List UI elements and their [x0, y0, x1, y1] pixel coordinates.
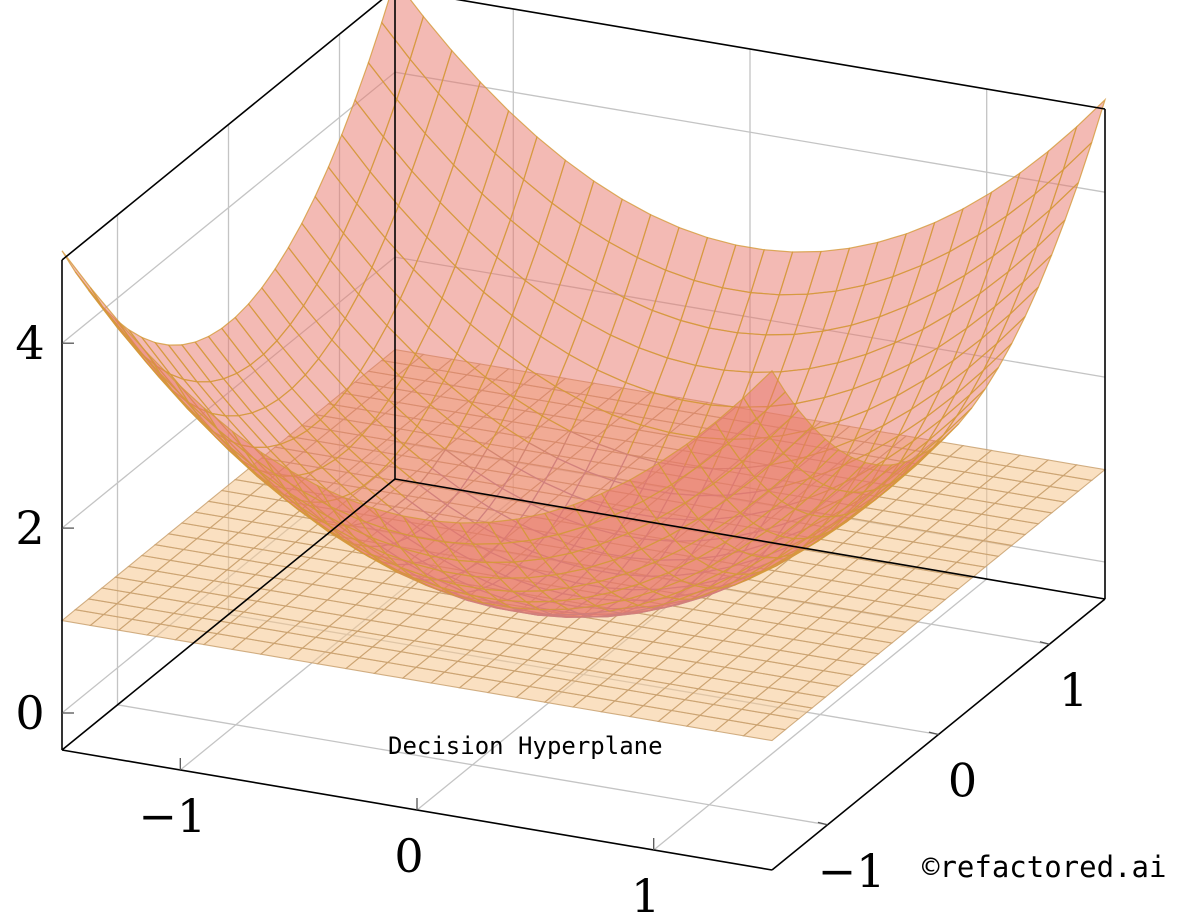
y-tick-mark — [928, 731, 939, 736]
z-tick-label: 0 — [15, 686, 44, 740]
tick-labels: −1 0 1 −1 0 1 0 2 4 — [15, 316, 1088, 916]
frame-edge — [394, 478, 1106, 600]
frame-edge — [455, 0, 1106, 110]
y-tick-label: 0 — [948, 754, 977, 808]
x-tick-label: 1 — [631, 869, 660, 916]
frame-edge — [61, 0, 383, 261]
y-tick-label: 1 — [1059, 663, 1088, 717]
y-tick-mark — [817, 821, 828, 826]
y-tick-mark — [1039, 641, 1050, 645]
z-tick-label: 4 — [15, 316, 44, 370]
z-tick-label: 2 — [15, 501, 44, 555]
grid-z-sidewall — [61, 71, 396, 344]
grid-y-floor — [117, 704, 828, 826]
plane-annotation: Decision Hyperplane — [388, 732, 663, 760]
x-tick-label: 0 — [394, 829, 423, 883]
surface-cell — [742, 369, 787, 420]
x-tick-label: −1 — [138, 789, 206, 843]
frame-edge — [61, 478, 396, 751]
grid-z-backwall — [394, 71, 1106, 193]
tick-marks — [62, 342, 1050, 850]
y-tick-label: −1 — [818, 844, 886, 898]
copyright-credit: ©refactored.ai — [922, 850, 1166, 884]
surface-cell — [61, 250, 105, 309]
